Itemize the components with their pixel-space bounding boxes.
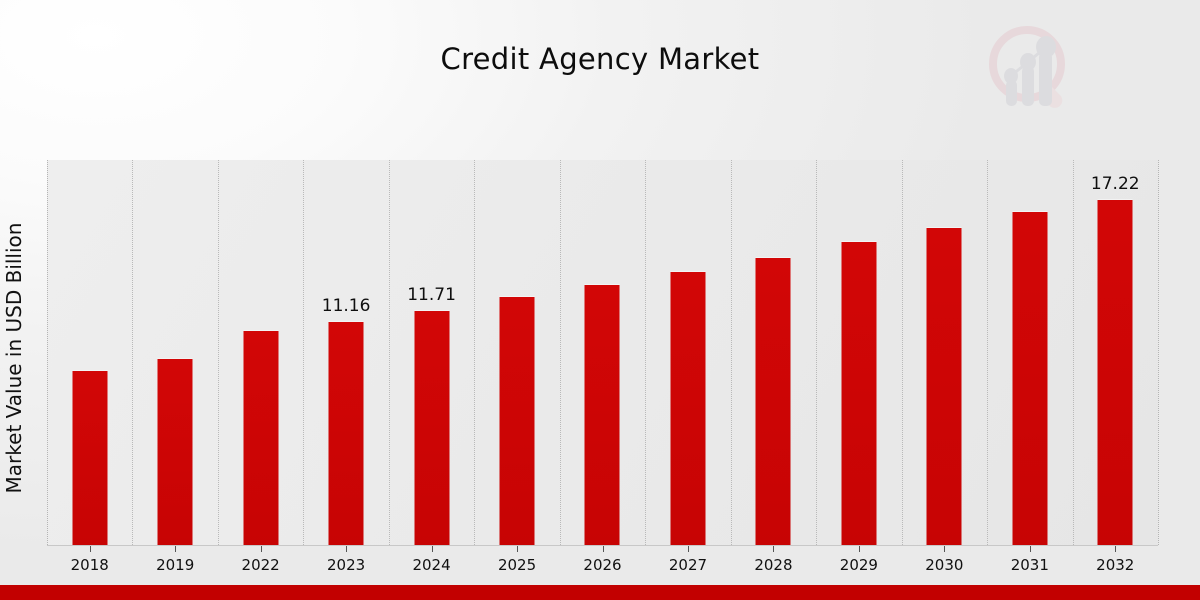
- gridline: [217, 160, 220, 545]
- footer-accent-bar: [0, 585, 1200, 600]
- magnifier-ring-shape: [989, 26, 1065, 108]
- bar-2024[interactable]: [414, 309, 450, 545]
- x-tick-mark: [517, 546, 519, 552]
- x-tick-label-2032: 2032: [1096, 556, 1135, 574]
- x-tick-mark: [89, 546, 91, 552]
- x-tick-mark: [175, 546, 177, 552]
- x-tick-label-2025: 2025: [497, 556, 537, 574]
- x-tick-mark: [346, 546, 348, 552]
- bar-2031[interactable]: [1012, 211, 1048, 545]
- bar-slot: [560, 159, 645, 545]
- bar-slot: [902, 159, 987, 545]
- bar-value-label-2032: 17.22: [1090, 173, 1140, 194]
- x-tick-mark: [687, 546, 689, 552]
- x-tick-mark: [1115, 546, 1117, 552]
- market-research-magnifier-logo: [983, 22, 1079, 114]
- bar-2027[interactable]: [670, 270, 706, 545]
- bar-slot: 11.71: [389, 159, 474, 545]
- gridline: [1158, 160, 1160, 545]
- bar-2019[interactable]: [157, 358, 193, 545]
- x-tick-mark: [260, 546, 262, 552]
- bar-slot: 11.16: [303, 159, 388, 545]
- gridline: [474, 160, 476, 545]
- x-tick-label-2023: 2023: [327, 556, 366, 574]
- x-tick-label-2028: 2028: [754, 556, 793, 574]
- x-tick-label-2024: 2024: [412, 556, 451, 574]
- bar-slot: 17.22: [1073, 159, 1158, 545]
- bar-slot: [47, 159, 132, 545]
- x-tick-label-2029: 2029: [839, 556, 878, 574]
- gridline: [730, 160, 733, 545]
- bar-2032[interactable]: [1097, 198, 1133, 545]
- trend-dot-shapes: [1004, 36, 1056, 84]
- x-tick-mark: [431, 546, 433, 552]
- y-axis-title: Market Value in USD Billion: [2, 222, 26, 494]
- x-tick-label-2026: 2026: [583, 556, 622, 574]
- x-tick-label-2031: 2031: [1010, 556, 1049, 574]
- gridline: [388, 160, 391, 545]
- x-tick-label-2022: 2022: [241, 556, 280, 574]
- gridline: [303, 160, 305, 545]
- bar-chart-shape: [1006, 52, 1052, 106]
- gridline: [132, 160, 134, 545]
- x-tick-label-2018: 2018: [70, 556, 109, 574]
- bar-slot: [218, 159, 303, 545]
- bar-slot: [816, 159, 901, 545]
- trend-line-shape: [1011, 46, 1046, 77]
- bar-slot: [987, 159, 1072, 545]
- gridline: [645, 160, 647, 545]
- x-tick-label-2019: 2019: [156, 556, 195, 574]
- bar-2026[interactable]: [584, 283, 620, 545]
- x-tick-mark: [602, 546, 604, 552]
- bar-value-label-2024: 11.71: [407, 284, 456, 305]
- bar-slot: [474, 159, 559, 545]
- x-tick-mark: [773, 546, 775, 552]
- bar-2029[interactable]: [841, 241, 877, 545]
- gridline: [816, 160, 818, 545]
- x-tick-label-2027: 2027: [668, 556, 708, 574]
- x-tick-mark: [1029, 546, 1031, 552]
- gridline: [1072, 160, 1075, 545]
- bar-2022[interactable]: [243, 329, 279, 545]
- bar-2028[interactable]: [755, 256, 791, 545]
- x-tick-mark: [858, 546, 860, 552]
- gridline: [987, 160, 989, 545]
- page-title: Credit Agency Market: [440, 42, 760, 76]
- bar-2030[interactable]: [926, 227, 962, 545]
- bar-slot: [731, 159, 816, 545]
- bar-slot: [132, 159, 217, 545]
- gridline: [901, 160, 904, 545]
- bar-2025[interactable]: [499, 295, 535, 545]
- gridline: [559, 160, 562, 545]
- bar-2018[interactable]: [72, 370, 108, 545]
- bar-value-label-2023: 11.16: [321, 295, 371, 316]
- bar-2023[interactable]: [328, 320, 364, 545]
- gridline: [47, 160, 49, 545]
- x-tick-label-2030: 2030: [925, 556, 964, 574]
- plot-area: 2018 2019 2022 11.16 2023 11.71 2024 2025 2026 20…: [47, 159, 1160, 574]
- bar-slot: [645, 159, 730, 545]
- x-tick-mark: [944, 546, 946, 552]
